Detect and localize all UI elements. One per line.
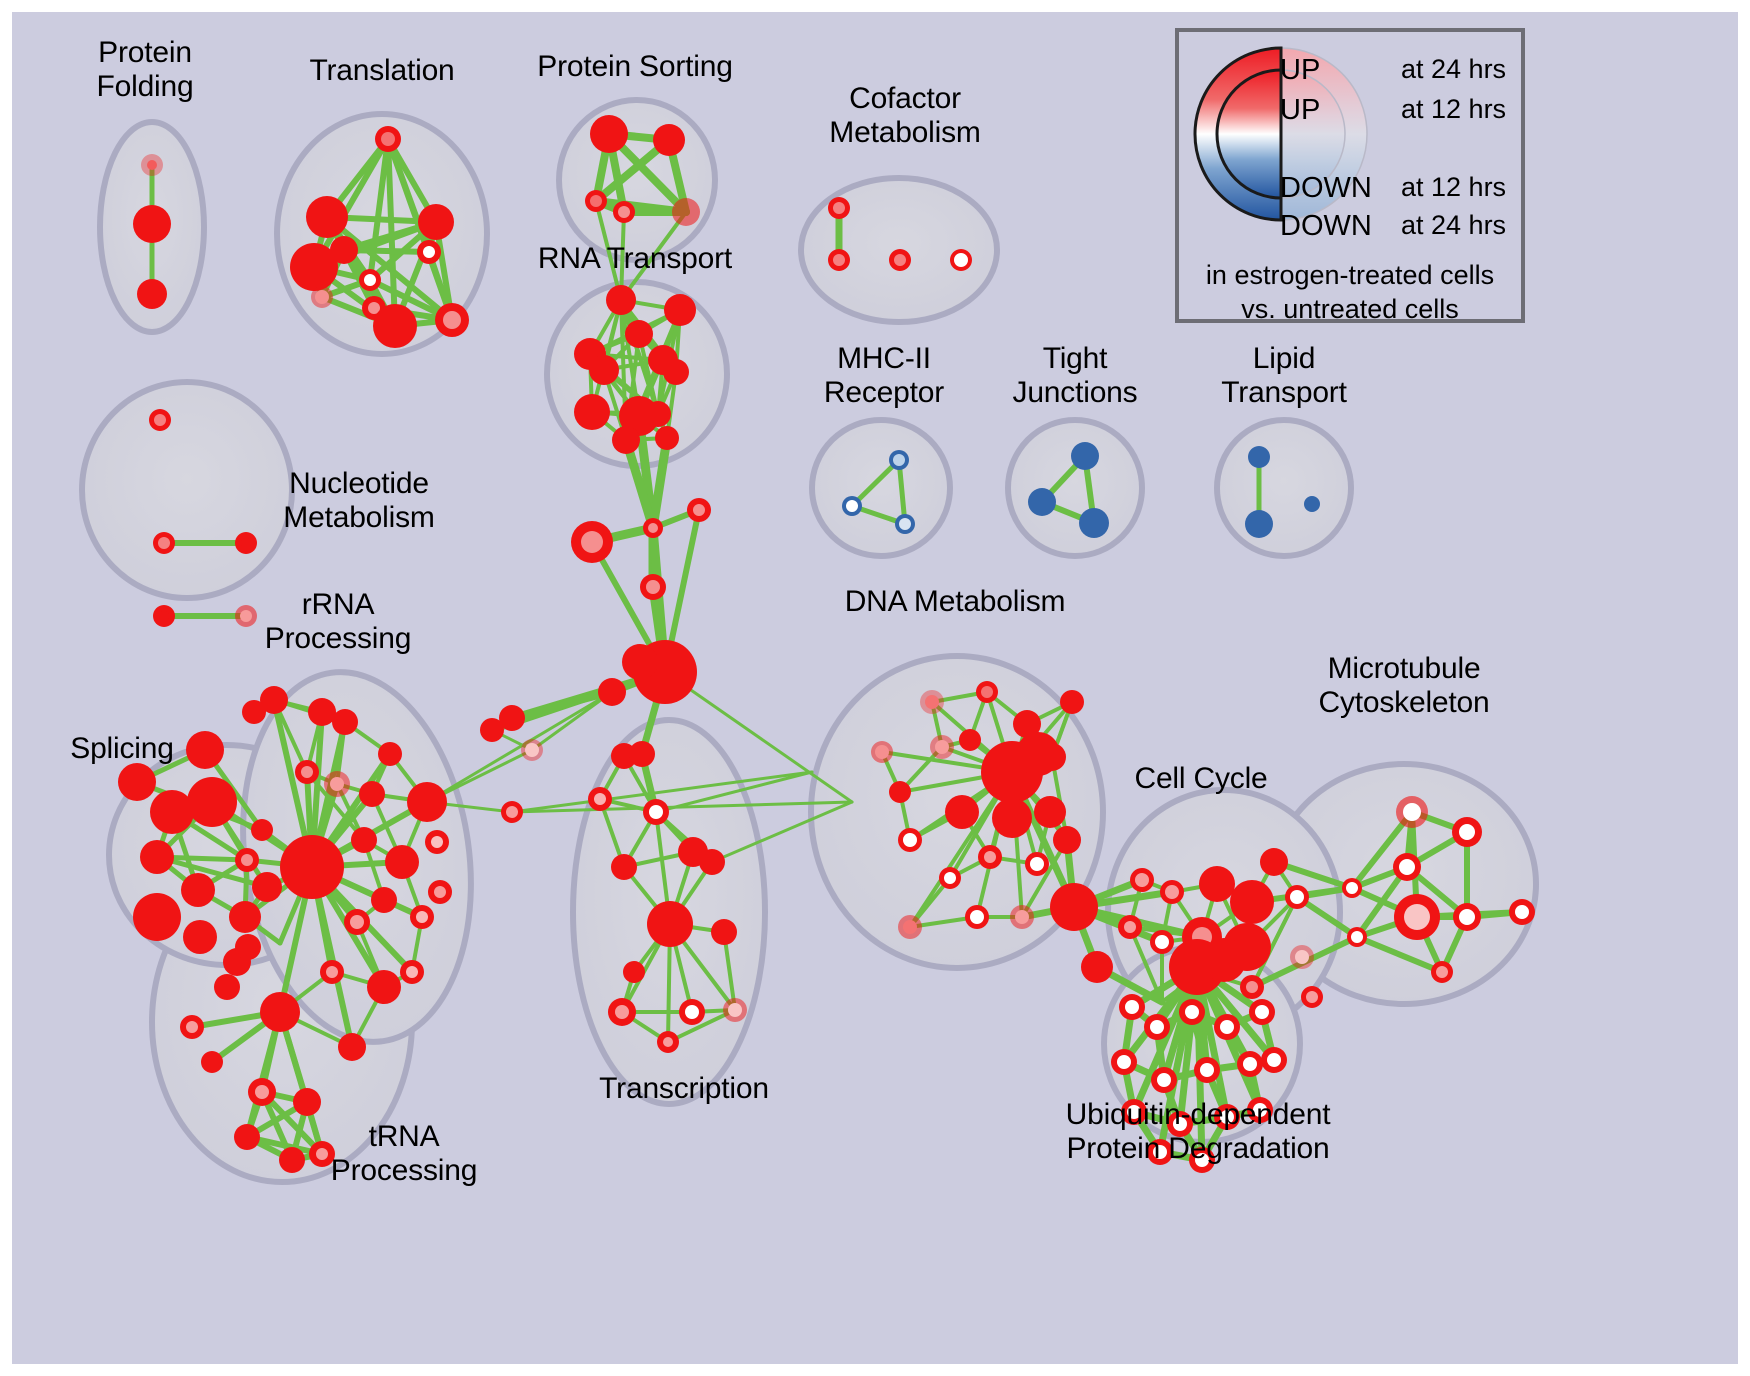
cluster-label-dna-metabolism: DNA Metabolism (844, 585, 1066, 618)
legend-dual-ring-icon (1193, 46, 1368, 222)
cluster-label-rna-transport: RNA Transport (537, 242, 733, 275)
hull-lipid-transport (1214, 417, 1354, 559)
legend-box: UP at 24 hrs UP at 12 hrs DOWN at 12 hrs… (1175, 28, 1525, 324)
node-group-rrna (260, 686, 452, 1061)
network-nodes (118, 115, 1535, 1173)
cluster-label-tight-junctions: Tight Junctions (1012, 342, 1138, 409)
node-group-splicing (118, 700, 282, 976)
hull-mhc (809, 417, 953, 559)
network-canvas: Protein Folding Translation Protein Sort… (12, 12, 1738, 1364)
legend-time-up-12: at 12 hrs (1401, 94, 1507, 124)
cluster-label-protein-sorting: Protein Sorting (537, 50, 733, 83)
node-group-trna (180, 934, 335, 1173)
cluster-label-ubiquitin: Ubiquitin-dependent Protein Degradation (1065, 1098, 1331, 1165)
legend-caption-line2: vs. untreated cells (1241, 294, 1459, 324)
legend-state-up-24: UP (1280, 54, 1321, 86)
legend-state-up-12: UP (1280, 94, 1321, 126)
legend-caption-line1: in estrogen-treated cells (1205, 260, 1495, 290)
cluster-label-mhc-ii-receptor: MHC-II Receptor (823, 342, 945, 409)
cluster-label-microtubule: Microtubule Cytoskeleton (1318, 652, 1490, 719)
cluster-label-transcription: Transcription (599, 1072, 769, 1105)
legend-time-up-24: at 24 hrs (1401, 54, 1507, 84)
node-group-transcription (480, 678, 747, 1053)
cluster-label-cell-cycle: Cell Cycle (1134, 762, 1268, 795)
cluster-label-splicing: Splicing (70, 732, 174, 765)
node-group-mhc (842, 450, 915, 534)
node-group-protein-folding (133, 154, 171, 309)
cluster-label-rrna-processing: rRNA Processing (264, 588, 412, 655)
cluster-label-translation: Translation (309, 54, 455, 87)
node-group-lipid-transport (1245, 446, 1320, 538)
cluster-label-nucleotide-metabolism: Nucleotide Metabolism (283, 467, 435, 534)
hull-tight-junctions (1005, 417, 1145, 559)
hull-protein-sorting (556, 97, 718, 263)
cluster-label-lipid-transport: Lipid Transport (1221, 342, 1347, 409)
cluster-label-protein-folding: Protein Folding (96, 36, 194, 103)
legend-time-down-24: at 24 hrs (1401, 210, 1507, 240)
legend-time-down-12: at 12 hrs (1401, 172, 1507, 202)
node-group-dna-metabolism (871, 681, 1098, 939)
node-group-tight-junctions (1028, 442, 1109, 538)
node-group-ubiquitin (1111, 994, 1287, 1173)
node-group-microtubule (1342, 796, 1535, 983)
node-group-rna-transport (571, 285, 711, 704)
hull-nucleotide (79, 379, 295, 601)
node-group-nucleotide (149, 409, 257, 627)
node-group-translation (290, 126, 469, 348)
legend-state-down-24: DOWN (1280, 210, 1372, 242)
node-group-protein-sorting (585, 115, 700, 226)
cluster-label-cofactor-metabolism: Cofactor Metabolism (829, 82, 981, 149)
node-group-cofactor (828, 197, 972, 271)
legend-state-down-12: DOWN (1280, 172, 1372, 204)
network-graph (79, 97, 1539, 1185)
cluster-label-trna-processing: tRNA Processing (330, 1120, 478, 1187)
node-group-cell-cycle (1081, 848, 1323, 1008)
